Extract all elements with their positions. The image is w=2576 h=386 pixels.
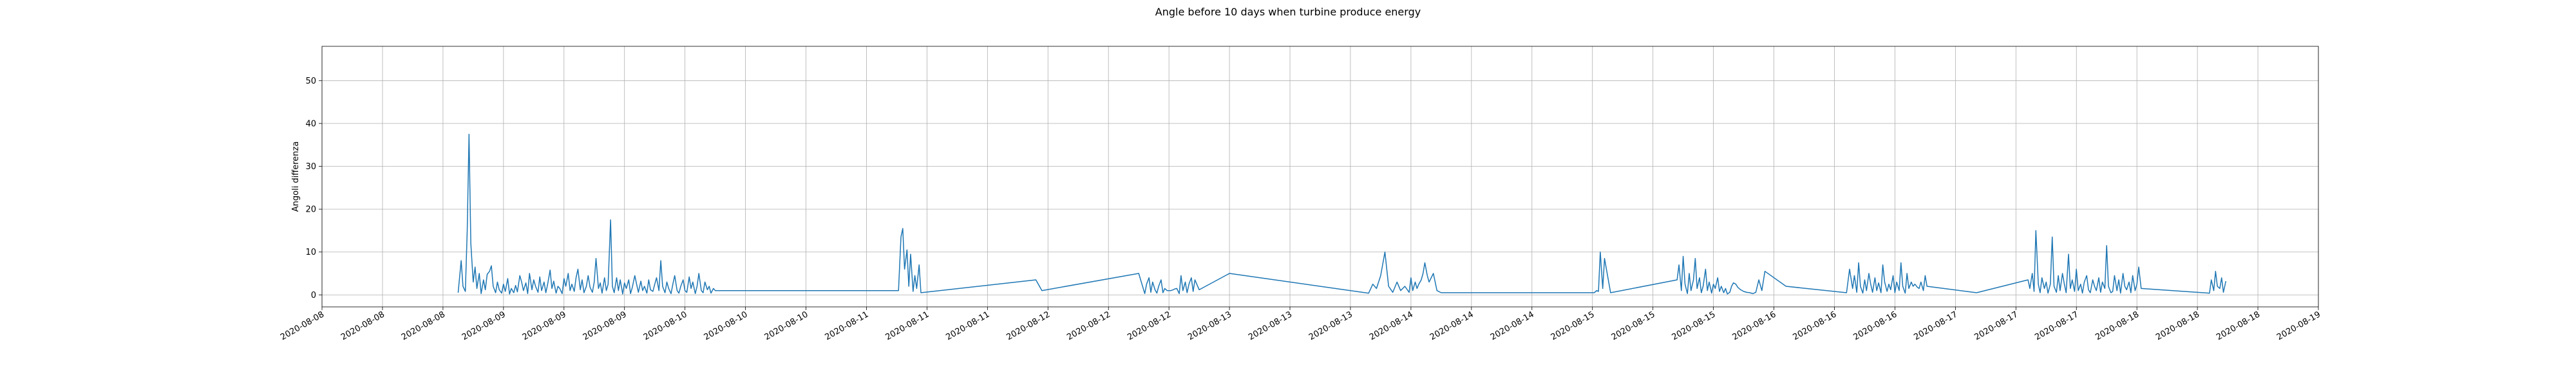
plot-frame bbox=[321, 46, 2319, 308]
y-tick-label: 0 bbox=[311, 291, 316, 300]
y-tick-label: 10 bbox=[305, 248, 316, 257]
y-tick-label: 40 bbox=[305, 119, 316, 129]
y-tick-label: 50 bbox=[305, 77, 316, 86]
series-layer bbox=[457, 133, 2227, 295]
series-line bbox=[457, 133, 2227, 295]
y-tick-label: 30 bbox=[305, 162, 316, 172]
y-axis: 0 10 20 30 40 50 bbox=[305, 77, 322, 300]
y-axis-label: Angoli differenza bbox=[291, 142, 301, 212]
y-tick-label: 20 bbox=[305, 205, 316, 215]
grid bbox=[321, 46, 2319, 307]
chart-title: Angle before 10 days when turbine produc… bbox=[1155, 6, 1421, 18]
